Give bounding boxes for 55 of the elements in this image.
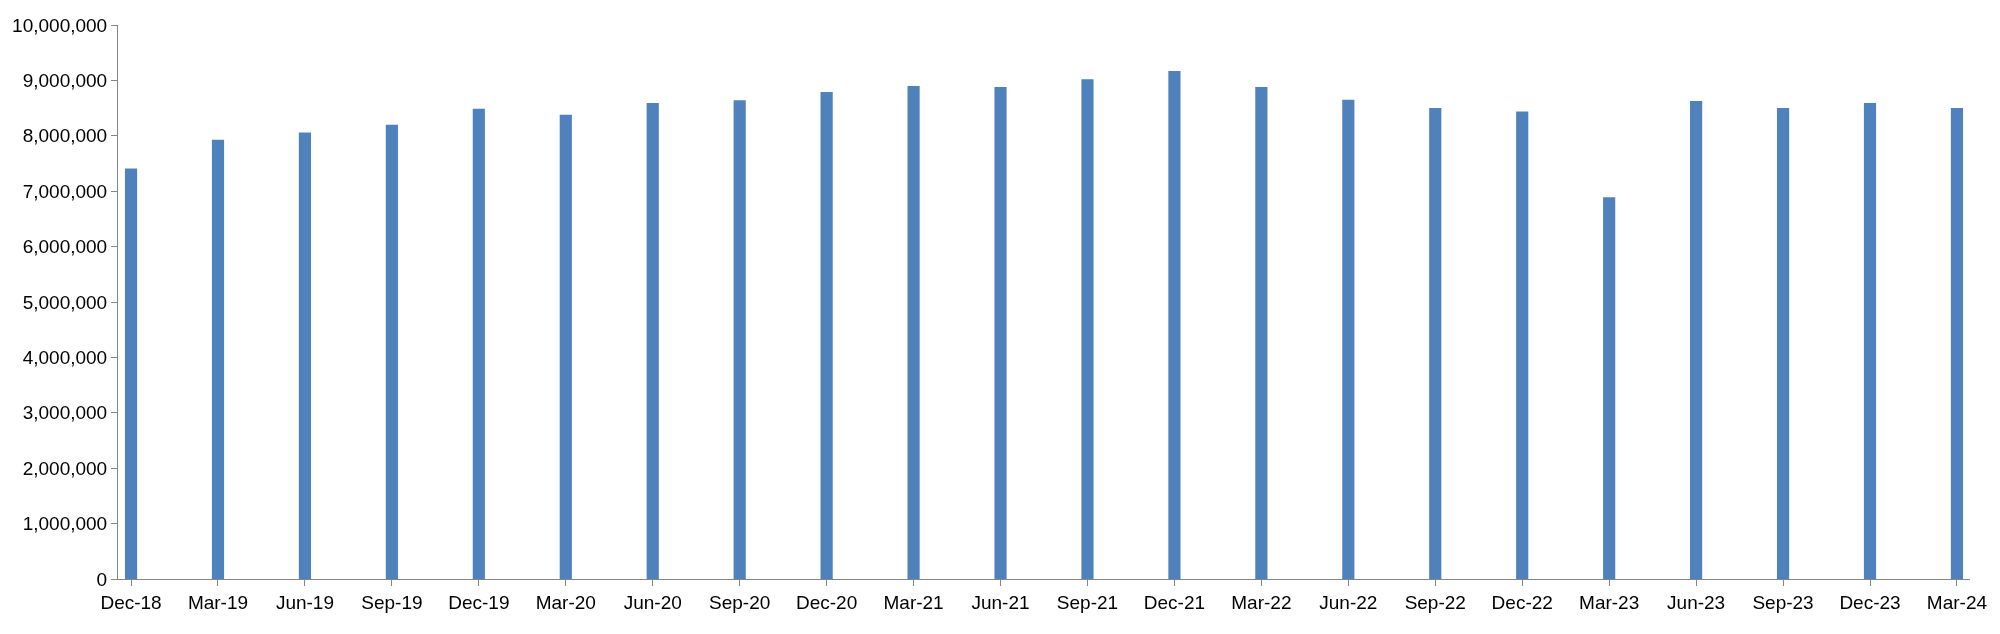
- bar: [820, 92, 833, 579]
- x-tick-label: Dec-20: [796, 591, 858, 613]
- bar: [385, 124, 398, 579]
- bar: [1255, 87, 1268, 579]
- bar: [298, 132, 312, 579]
- bar: [1081, 79, 1094, 579]
- bar: [907, 85, 920, 579]
- y-tick-label: 4,000,000: [22, 347, 108, 369]
- y-tick-label: 9,000,000: [22, 70, 108, 92]
- x-tick-label: Dec-19: [448, 591, 510, 613]
- bar: [646, 103, 659, 579]
- x-tick-label: Jun-21: [971, 591, 1030, 613]
- bar: [733, 100, 746, 579]
- bar: [472, 108, 485, 579]
- x-tick-label: Jun-19: [275, 591, 334, 613]
- bar: [1429, 108, 1442, 579]
- y-tick-label: 0: [96, 568, 108, 590]
- y-tick-label: 7,000,000: [22, 180, 108, 202]
- bar: [1516, 111, 1529, 579]
- x-tick-label: Mar-24: [1926, 591, 1988, 613]
- y-tick-label: 3,000,000: [22, 402, 108, 424]
- x-tick-label: Sep-22: [1404, 591, 1466, 613]
- x-tick-label: Mar-22: [1231, 591, 1292, 613]
- x-tick-label: Mar-21: [883, 591, 944, 613]
- x-tick-label: Dec-21: [1143, 591, 1206, 613]
- bar: [1168, 70, 1181, 579]
- x-tick-label: Mar-19: [187, 591, 249, 613]
- bar: [559, 114, 572, 579]
- bar: [124, 168, 138, 579]
- x-tick-label: Jun-20: [623, 591, 682, 613]
- x-tick-label: Jun-22: [1319, 591, 1378, 613]
- bar: [1690, 100, 1703, 579]
- bar: [1776, 108, 1790, 579]
- x-tick-label: Mar-20: [535, 591, 596, 613]
- x-tick-label: Mar-23: [1579, 591, 1640, 613]
- x-tick-label: Sep-23: [1752, 591, 1814, 613]
- x-tick-label: Sep-21: [1056, 591, 1119, 613]
- y-tick-label: 2,000,000: [22, 457, 108, 479]
- bar: [1863, 103, 1877, 579]
- y-tick-label: 10,000,000: [12, 14, 108, 36]
- bar: [1342, 99, 1355, 579]
- bar: [994, 87, 1007, 579]
- bar: [211, 139, 225, 579]
- x-tick-label: Sep-20: [709, 591, 771, 613]
- y-tick-label: 1,000,000: [22, 513, 108, 535]
- x-tick-label: Dec-18: [100, 591, 162, 613]
- x-tick-label: Sep-19: [361, 591, 423, 613]
- x-tick-label: Dec-23: [1839, 591, 1901, 613]
- bar: [1950, 108, 1964, 579]
- y-tick-label: 5,000,000: [22, 291, 108, 313]
- y-tick-label: 6,000,000: [22, 236, 108, 258]
- x-tick-label: Dec-22: [1491, 591, 1553, 613]
- bar: [1603, 197, 1616, 579]
- y-tick-label: 8,000,000: [22, 125, 108, 147]
- x-tick-label: Jun-23: [1667, 591, 1726, 613]
